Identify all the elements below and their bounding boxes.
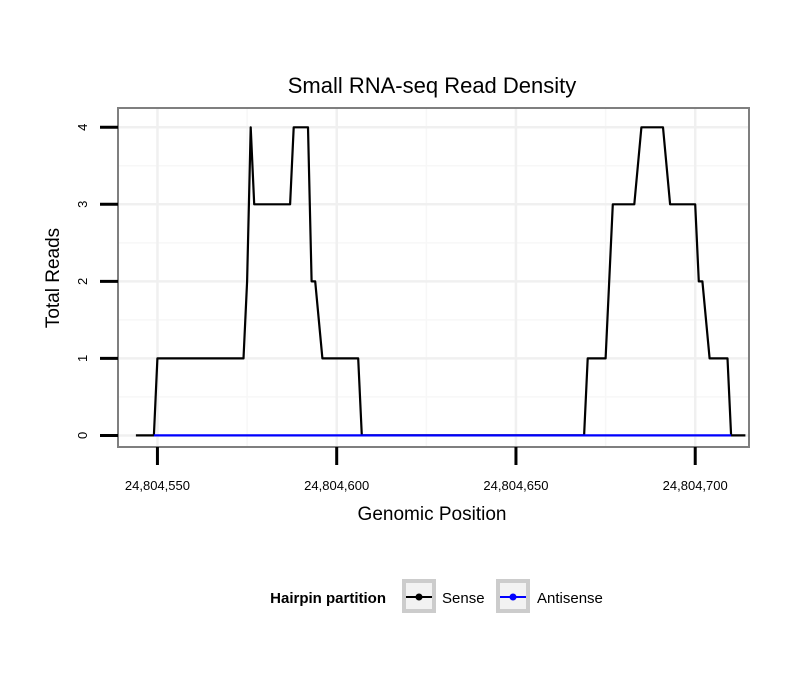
legend-item-sense: Sense xyxy=(402,579,485,613)
legend-key-box xyxy=(496,579,530,613)
y-axis: 0 1 2 3 4 xyxy=(75,124,118,439)
x-tick-label: 24,804,700 xyxy=(663,478,728,493)
chart-title: Small RNA-seq Read Density xyxy=(288,73,577,98)
y-tick-label: 1 xyxy=(75,355,90,362)
panel-background xyxy=(118,108,749,447)
panel-border xyxy=(117,107,750,448)
legend-key-point-antisense xyxy=(509,593,517,601)
x-tick-label: 24,804,600 xyxy=(304,478,369,493)
legend-title: Hairpin partition xyxy=(270,590,386,607)
x-tick-label: 24,804,550 xyxy=(125,478,190,493)
x-axis-title: Genomic Position xyxy=(358,504,507,525)
y-tick-label: 3 xyxy=(75,201,90,208)
y-tick-label: 4 xyxy=(75,124,90,131)
legend-label-sense: Sense xyxy=(442,590,485,607)
y-tick-label: 0 xyxy=(75,432,90,439)
legend: Hairpin partition Sense Antisense xyxy=(270,579,603,613)
plot-panel xyxy=(117,107,750,448)
y-axis-title: Total Reads xyxy=(43,228,64,328)
x-tick-label: 24,804,650 xyxy=(483,478,548,493)
series-layer xyxy=(135,126,746,437)
legend-label-antisense: Antisense xyxy=(537,590,603,607)
legend-key-point-sense xyxy=(415,593,423,601)
legend-item-antisense: Antisense xyxy=(496,579,603,613)
x-axis: 24,804,550 24,804,600 24,804,650 24,804,700 xyxy=(125,447,728,493)
y-tick-label: 2 xyxy=(75,278,90,285)
